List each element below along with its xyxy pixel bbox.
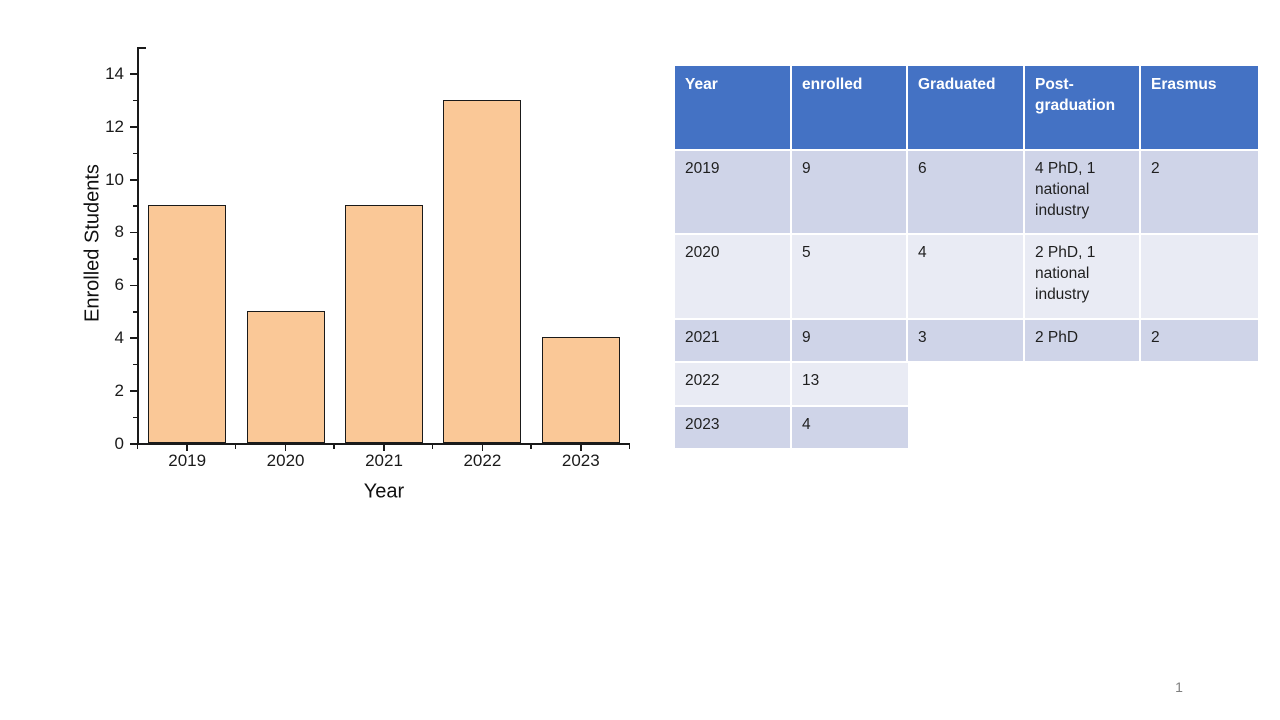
table-body-2020-cell-1: 5 (792, 235, 908, 320)
x-minor-tick (431, 444, 434, 449)
x-tick-label: 2022 (463, 451, 502, 470)
y-tick-label: 6 (114, 275, 124, 295)
y-axis-title: Enrolled Students (81, 164, 104, 322)
x-minor-tick (234, 444, 237, 449)
table-header-cell-3: Post-graduation (1025, 66, 1141, 151)
x-major-tick (284, 444, 287, 451)
y-minor-tick (132, 205, 137, 207)
table-body-2019-cell-3: 4 PhD, 1 national industry (1025, 151, 1141, 235)
table-header-cell-0: Year (675, 66, 792, 151)
x-axis-title: Year (363, 480, 405, 503)
y-minor-tick (132, 363, 137, 366)
bar-2019 (148, 205, 227, 443)
table-body-2019-cell-0: 2019 (675, 151, 792, 235)
table-body-2020-cell-3: 2 PhD, 1 national industry (1025, 235, 1141, 320)
table-body-2020-row: 2020 5 4 2 PhD, 1 national industry (675, 235, 1258, 320)
bar-2023 (541, 337, 620, 443)
x-minor-tick (530, 444, 532, 449)
y-major-tick (130, 443, 137, 445)
x-major-tick (580, 444, 582, 451)
enrollment-table: Year enrolled Graduated Post-graduation Eras… (675, 66, 1258, 450)
table-body-2020-cell-2: 4 (908, 235, 1025, 320)
y-tick-label: 10 (105, 169, 124, 189)
x-tick-label: 2021 (365, 451, 403, 470)
table-body-2023-cell-1: 4 (792, 407, 908, 450)
y-axis-line (137, 47, 139, 445)
table-body-2022-cell-1: 13 (792, 363, 908, 407)
y-major-tick (130, 284, 137, 287)
y-major-tick (130, 179, 137, 181)
y-major-tick (130, 337, 137, 339)
y-tick-label: 4 (114, 327, 124, 347)
table-body-2023-row: 2023 4 (675, 407, 1258, 450)
table-body-2019-cell-4: 2 (1141, 151, 1258, 235)
table-body-2021-cell-3: 2 PhD (1025, 320, 1141, 363)
table-body-2022-row: 2022 13 (675, 363, 1258, 407)
table-body-2019-cell-2: 6 (908, 151, 1025, 235)
table-body-2019-cell-1: 9 (792, 151, 908, 235)
y-tick-label: 14 (105, 63, 124, 83)
y-minor-tick (132, 311, 137, 313)
bar-2020 (246, 311, 325, 443)
x-major-tick (481, 444, 484, 451)
y-minor-tick (132, 99, 137, 102)
y-tick-label: 2 (114, 380, 124, 400)
table-header-cell-1: enrolled (792, 66, 908, 151)
y-minor-tick (132, 152, 137, 155)
x-minor-tick (628, 444, 630, 449)
y-major-tick (130, 73, 137, 75)
y-major-tick (130, 126, 137, 128)
table-body-2021-cell-4: 2 (1141, 320, 1258, 363)
table-body-2019-row: 2019 9 6 4 PhD, 1 national industry 2 (675, 151, 1258, 235)
table-body-2022-cell-0: 2022 (675, 363, 792, 407)
y-tick-label: 8 (114, 222, 124, 242)
slide-page-number: 1 (1175, 679, 1183, 695)
table-body-2023-cell-0: 2023 (675, 407, 792, 450)
table-body-2020-cell-0: 2020 (675, 235, 792, 320)
x-tick-label: 2019 (168, 451, 207, 470)
bar-2021 (345, 205, 423, 443)
y-tick-label: 12 (105, 116, 124, 136)
x-tick-label: 2023 (561, 451, 600, 470)
y-axis-top-tick (137, 47, 146, 49)
table-header-row: Year enrolled Graduated Post-graduation Eras… (675, 66, 1258, 151)
table-body-2021-cell-1: 9 (792, 320, 908, 363)
bar-2022 (443, 99, 522, 443)
table-body-2020-cell-4 (1141, 235, 1258, 320)
y-minor-tick (132, 258, 137, 260)
table-header-cell-4: Erasmus (1141, 66, 1258, 151)
x-minor-tick (136, 444, 138, 449)
y-minor-tick (132, 416, 137, 419)
y-tick-label: 0 (114, 433, 124, 453)
table-body-2021-cell-0: 2021 (675, 320, 792, 363)
table-body-2021-row: 2021 9 3 2 PhD 2 (675, 320, 1258, 363)
y-major-tick (130, 231, 137, 234)
x-tick-label: 2020 (266, 451, 305, 470)
y-major-tick (130, 390, 137, 392)
table-header-cell-2: Graduated (908, 66, 1025, 151)
table-body-2021-cell-2: 3 (908, 320, 1025, 363)
x-minor-tick (333, 444, 335, 449)
x-major-tick (383, 444, 385, 451)
x-major-tick (186, 444, 188, 451)
x-axis-line (137, 443, 630, 445)
